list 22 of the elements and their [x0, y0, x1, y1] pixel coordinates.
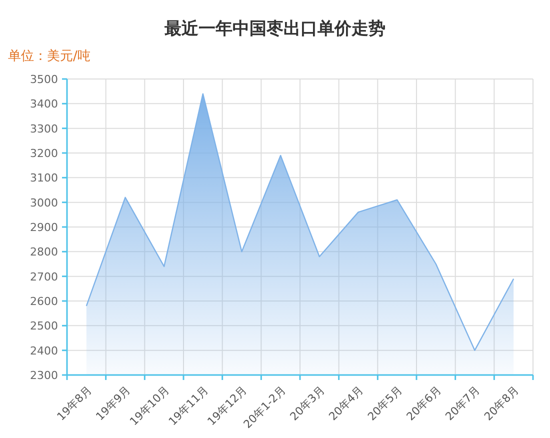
y-tick-label: 3100 — [30, 172, 58, 185]
y-tick-label: 3300 — [30, 122, 58, 136]
y-tick-label: 2300 — [30, 369, 58, 382]
x-tick-label: 19年8月 — [54, 384, 94, 424]
y-tick-label: 3200 — [30, 147, 58, 160]
y-tick-label: 2500 — [30, 320, 58, 333]
y-tick-label: 2900 — [30, 221, 58, 234]
x-tick-label: 20年6月 — [404, 384, 444, 424]
y-axis-title: 单位：美元/吨 — [8, 48, 90, 64]
y-tick-label: 2400 — [30, 344, 58, 358]
y-tick-label: 2600 — [30, 295, 58, 308]
y-tick-label: 2700 — [30, 270, 58, 284]
y-tick-label: 3400 — [30, 98, 58, 111]
x-tick-label: 20年4月 — [326, 384, 366, 424]
y-tick-label: 3500 — [30, 73, 58, 86]
chart-title: 最近一年中国枣出口单价走势 — [164, 19, 386, 39]
x-tick-label: 20年5月 — [365, 384, 405, 424]
y-tick-label: 3000 — [30, 196, 58, 210]
x-tick-label: 20年7月 — [442, 384, 483, 424]
x-tick-label: 20年8月 — [482, 384, 522, 424]
y-tick-label: 2800 — [30, 246, 58, 259]
x-tick-label: 20年3月 — [288, 384, 328, 424]
